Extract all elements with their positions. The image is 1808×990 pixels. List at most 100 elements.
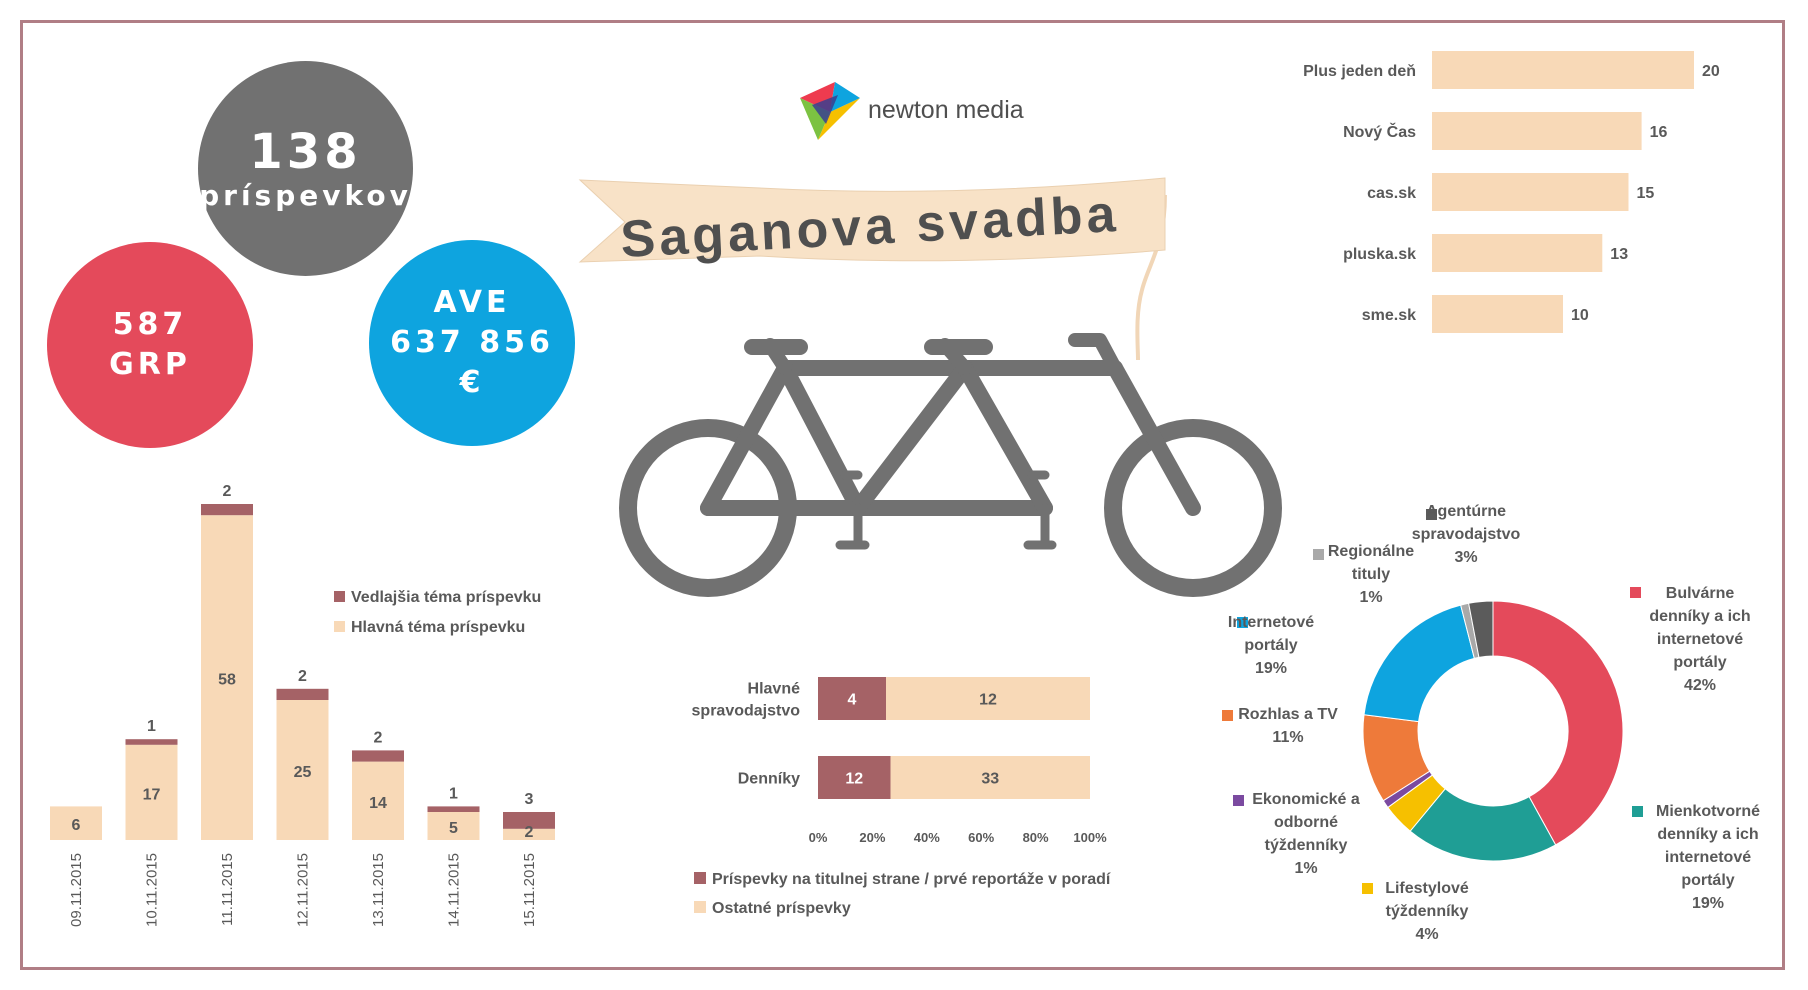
media-bar	[1432, 112, 1642, 150]
front-legend-label: Príspevky na titulnej strane / prvé repo…	[712, 871, 1111, 888]
grp-label: GRP	[109, 347, 191, 382]
media-bar	[1432, 234, 1603, 272]
daily-bar-top-value: 1	[147, 718, 156, 735]
daily-bar-side	[125, 739, 178, 745]
donut-percent: 4%	[1415, 926, 1438, 943]
front-legend-label: Ostatné príspevky	[712, 900, 851, 917]
donut-percent: 42%	[1684, 677, 1716, 694]
donut-label: Lifestylové	[1385, 880, 1469, 897]
donut-label: denníky a ich	[1657, 826, 1758, 843]
donut-legend-swatch	[1362, 883, 1373, 894]
donut-label: portály	[1673, 654, 1726, 671]
daily-bar-value: 6	[72, 817, 81, 834]
media-label: Plus jeden deň	[1303, 63, 1416, 80]
daily-date-label: 15.11.2015	[521, 853, 538, 927]
daily-bar-value: 2	[525, 824, 534, 841]
media-value: 20	[1702, 63, 1720, 80]
daily-bar-value: 25	[294, 764, 312, 781]
media-value: 10	[1571, 307, 1589, 324]
daily-date-label: 11.11.2015	[219, 853, 236, 926]
daily-date-label: 10.11.2015	[144, 853, 161, 927]
donut-legend-swatch	[1233, 795, 1244, 806]
donut-label: spravodajstvo	[1412, 526, 1521, 543]
front-bar-first-value: 4	[848, 692, 857, 709]
media-bar	[1432, 295, 1563, 333]
ave-label: AVE	[433, 285, 511, 320]
front-bar-other	[890, 756, 1090, 799]
media-value: 13	[1610, 246, 1628, 263]
daily-bar-top-value: 2	[223, 483, 232, 500]
donut-label: Bulvárne	[1666, 585, 1735, 602]
donut-label: portály	[1681, 872, 1734, 889]
front-xtick: 60%	[968, 830, 994, 845]
daily-bar-main	[201, 515, 253, 840]
daily-bar-top-value: 2	[374, 729, 383, 746]
front-bar-first	[818, 756, 891, 799]
daily-bar-side	[201, 504, 253, 516]
front-bar-other-value: 12	[979, 692, 997, 709]
daily-legend-label: Hlavná téma príspevku	[351, 619, 525, 636]
front-legend-swatch	[694, 872, 706, 884]
media-label: pluska.sk	[1343, 246, 1416, 263]
media-value: 15	[1637, 185, 1655, 202]
daily-bar-side	[352, 750, 404, 762]
daily-bar-main	[427, 812, 480, 840]
daily-bar-value: 17	[143, 786, 161, 803]
donut-label: Internetové	[1228, 614, 1314, 631]
donut-label: odborné	[1274, 814, 1338, 831]
donut-label: Mienkotvorné	[1656, 803, 1760, 820]
daily-date-label: 12.11.2015	[295, 853, 312, 927]
posts-count-circle: 138 príspevkov	[198, 61, 413, 276]
front-xtick: 0%	[809, 830, 828, 845]
donut-label: Rozhlas a TV	[1238, 706, 1338, 723]
media-label: Nový Čas	[1343, 122, 1416, 141]
infographic-frame	[20, 20, 1785, 970]
donut-label: Regionálne	[1328, 543, 1414, 560]
donut-legend-swatch	[1426, 509, 1437, 520]
front-category-label: spravodajstvo	[692, 703, 801, 720]
ave-currency: €	[459, 365, 485, 400]
front-bar-other	[886, 677, 1090, 720]
donut-percent: 3%	[1454, 549, 1477, 566]
daily-bar-value: 5	[449, 820, 458, 837]
daily-bar-main	[503, 828, 555, 840]
donut-label: týždenníky	[1386, 903, 1469, 920]
front-category-label: Denníky	[738, 771, 800, 788]
front-xtick: 100%	[1073, 830, 1107, 845]
donut-percent: 11%	[1272, 729, 1303, 746]
donut-legend-swatch	[1237, 617, 1248, 628]
media-bar	[1432, 51, 1694, 89]
front-xtick: 20%	[859, 830, 885, 845]
media-bar	[1432, 173, 1629, 211]
front-xtick: 80%	[1023, 830, 1049, 845]
daily-bar-main	[276, 700, 329, 840]
daily-bar-value: 14	[369, 795, 387, 812]
posts-count: 138	[249, 123, 362, 180]
donut-percent: 19%	[1255, 660, 1287, 677]
front-bar-first-value: 12	[845, 771, 863, 788]
donut-percent: 1%	[1294, 860, 1317, 877]
daily-date-label: 13.11.2015	[370, 853, 387, 927]
front-xtick: 40%	[914, 830, 940, 845]
donut-slice	[1363, 604, 1475, 723]
daily-bar-top-value: 2	[298, 668, 307, 685]
donut-legend-swatch	[1632, 806, 1643, 817]
daily-bar-top-value: 3	[525, 791, 534, 808]
daily-bar-main	[50, 806, 102, 840]
donut-label: Ekonomické a	[1252, 791, 1360, 808]
ave-value: 637 856	[390, 325, 554, 360]
tandem-bicycle-icon	[619, 333, 1282, 597]
daily-date-label: 09.11.2015	[68, 853, 85, 927]
posts-label: príspevkov	[199, 178, 412, 212]
front-legend-swatch	[694, 901, 706, 913]
donut-label: Agentúrne	[1426, 503, 1506, 520]
donut-percent: 19%	[1692, 895, 1724, 912]
donut-label: internetové	[1665, 849, 1751, 866]
daily-bar-value: 58	[218, 672, 236, 689]
daily-bar-top-value: 1	[449, 785, 458, 802]
donut-legend-swatch	[1313, 549, 1324, 560]
